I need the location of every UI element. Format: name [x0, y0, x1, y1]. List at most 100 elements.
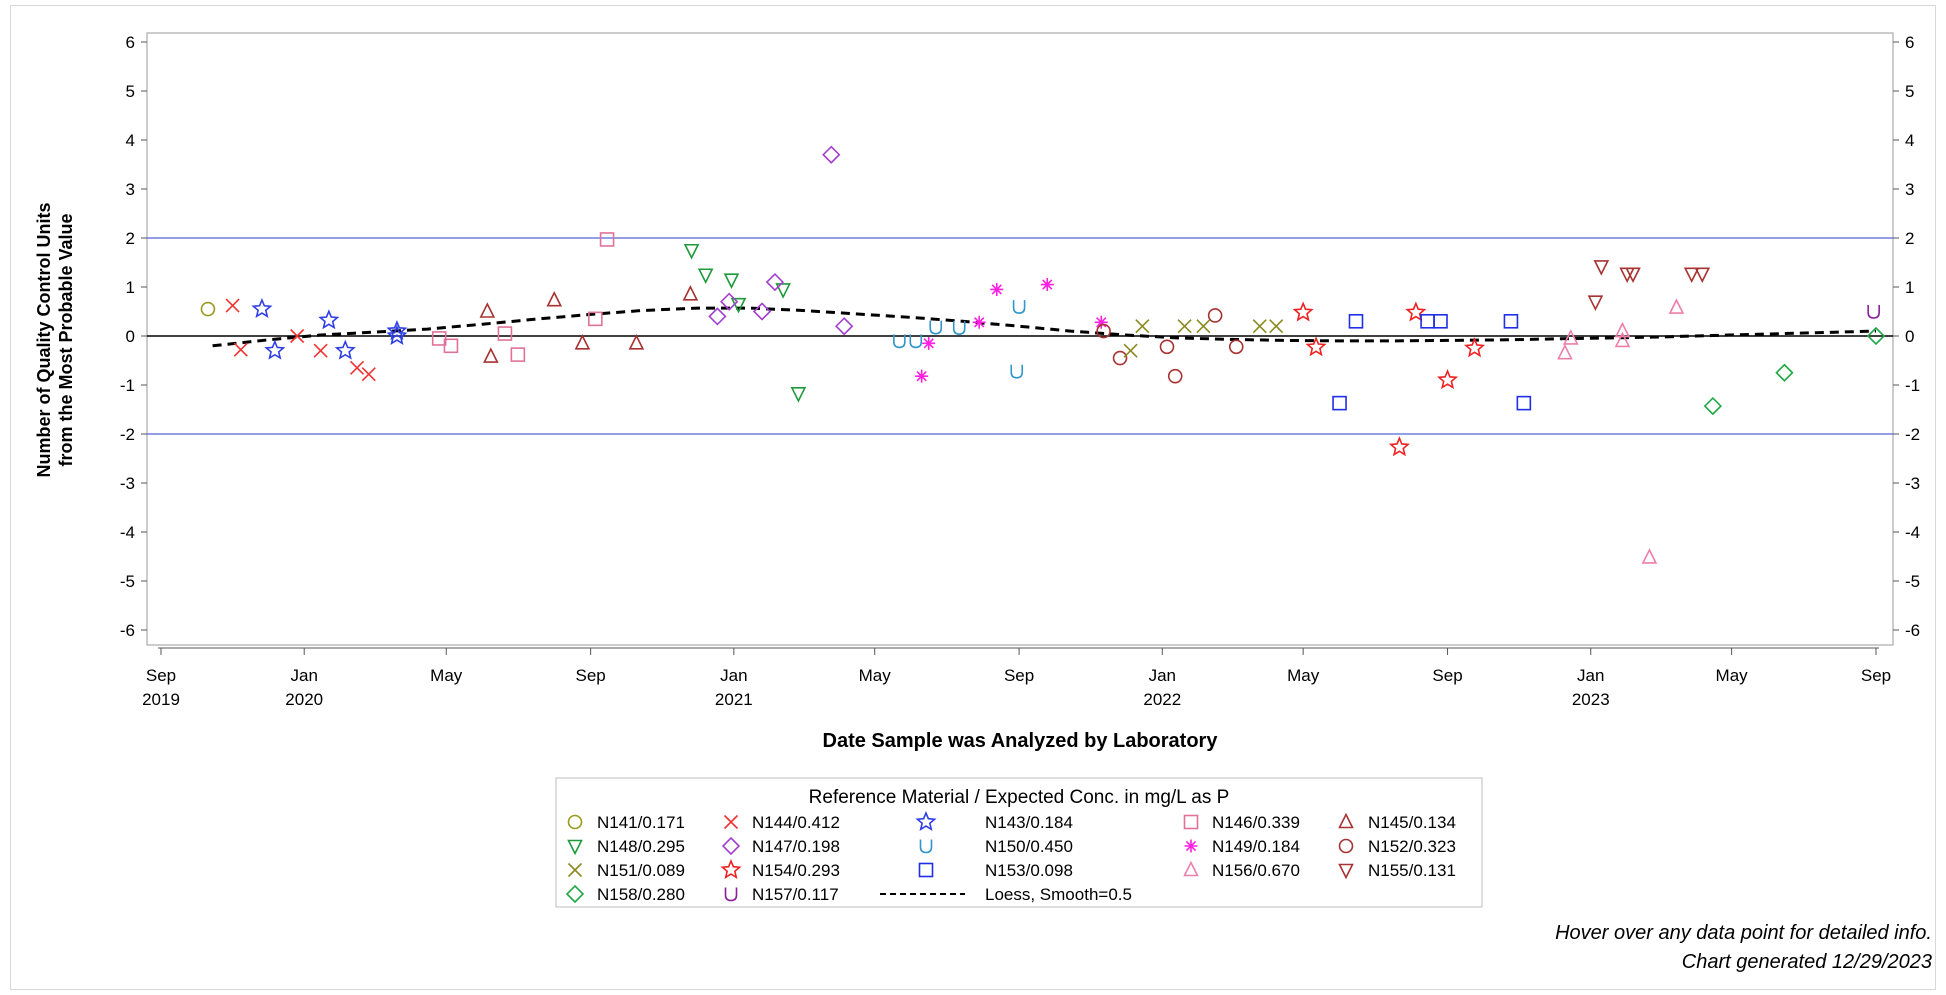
data-point-N144	[233, 342, 248, 357]
y-tick-label-left: 2	[126, 229, 135, 248]
data-point-N147	[708, 307, 727, 326]
legend-marker-N148	[567, 839, 583, 856]
data-point-N151	[1135, 319, 1150, 334]
data-point-N150	[1012, 300, 1026, 314]
data-point-N156	[1641, 548, 1658, 564]
series-N154	[1292, 301, 1486, 457]
data-point-N146	[497, 326, 513, 341]
data-point-N154	[1388, 436, 1410, 457]
x-tick-year-label: 2020	[285, 690, 323, 709]
x-tick-label: May	[1287, 666, 1320, 685]
legend-label-N145: N145/0.134	[1368, 813, 1456, 832]
data-point-N157	[1867, 305, 1880, 319]
series-N150	[893, 300, 1026, 379]
y-tick-label-left: 0	[126, 327, 135, 346]
loess-curve	[212, 306, 1877, 348]
data-point-N149	[1094, 315, 1108, 329]
data-point-N153	[1420, 313, 1435, 329]
data-point-N145	[546, 290, 563, 307]
data-point-N144	[361, 367, 376, 382]
data-point-N154	[1436, 369, 1459, 390]
data-point-N141	[200, 301, 216, 317]
series-N153	[1332, 313, 1532, 411]
data-point-N148	[790, 387, 807, 403]
data-point-N149	[1040, 278, 1054, 292]
data-point-N151	[1196, 319, 1211, 334]
series-N157	[1867, 305, 1880, 319]
legend-marker-N153	[918, 862, 934, 878]
data-point-N154	[1463, 337, 1486, 358]
data-point-N143	[386, 324, 408, 345]
data-point-N143	[264, 339, 286, 360]
data-point-N153	[1503, 313, 1519, 329]
x-tick-label: Jan	[720, 666, 747, 685]
legend-marker-N154	[720, 858, 742, 879]
data-point-N149	[972, 315, 986, 329]
legend-label-N144: N144/0.412	[752, 813, 840, 832]
legend-label-N143: N143/0.184	[985, 813, 1073, 832]
x-tick-label: Sep	[576, 666, 606, 685]
legend-label-N152: N152/0.323	[1368, 837, 1456, 856]
data-point-N150	[1010, 364, 1024, 379]
data-point-N145	[574, 334, 591, 350]
legend-label-N154: N154/0.293	[752, 861, 840, 880]
legend-marker-N152	[1338, 838, 1354, 854]
legend-marker-N145	[1338, 812, 1354, 829]
legend-marker-N146	[1183, 814, 1199, 830]
data-point-N155	[1694, 267, 1711, 284]
y-tick-label-left: 3	[126, 180, 135, 199]
data-point-N156	[1668, 298, 1685, 314]
x-tick-label: Jan	[1577, 666, 1604, 685]
data-point-N158	[1775, 363, 1794, 382]
legend-label-N148: N148/0.295	[597, 837, 685, 856]
data-point-N151	[1252, 319, 1267, 334]
data-point-N152	[1159, 339, 1175, 355]
y-tick-label-left: -4	[120, 523, 135, 542]
data-point-N147	[720, 292, 739, 311]
legend-marker-N157	[724, 887, 738, 902]
generated-note: Chart generated 12/29/2023	[1681, 951, 1932, 973]
legend-marker-N156	[1183, 860, 1199, 877]
y-tick-label-left: 4	[126, 131, 135, 150]
legend-box	[555, 777, 1483, 908]
y-axis-title-line1: Number of Quality Control Units	[34, 202, 54, 477]
x-tick-year-label: 2023	[1572, 690, 1610, 709]
data-point-N155	[1587, 295, 1604, 311]
data-point-N146	[443, 338, 459, 354]
data-point-N153	[1348, 313, 1364, 329]
data-point-N158	[1866, 326, 1886, 346]
y-tick-label-left: -3	[120, 474, 135, 493]
legend-marker-N155	[1338, 863, 1354, 880]
y-tick-label-left: -6	[120, 621, 135, 640]
y-tick-label-right: -6	[1905, 621, 1920, 640]
data-point-N151	[1269, 319, 1284, 334]
data-point-N149	[922, 336, 936, 350]
legend-title: Reference Material / Expected Conc. in m…	[809, 787, 1230, 808]
legend-marker-N147	[721, 836, 741, 856]
data-point-N144	[349, 360, 365, 375]
data-point-N158	[1703, 396, 1722, 416]
y-tick-label-left: -2	[120, 425, 135, 444]
y-tick-label-left: -1	[120, 376, 135, 395]
data-point-N146	[588, 311, 603, 327]
data-point-N148	[697, 268, 714, 285]
y-axis-title-line2: from the Most Probable Value	[56, 213, 76, 466]
data-point-N152	[1112, 350, 1128, 366]
legend-marker-N143	[915, 810, 937, 831]
data-point-N153	[1433, 313, 1448, 329]
legend-label-N157: N157/0.117	[752, 885, 839, 904]
y-tick-label-left: 1	[126, 278, 135, 297]
series-N146	[431, 232, 615, 362]
legend-marker-N141	[567, 814, 583, 830]
y-tick-label-right: 5	[1905, 82, 1914, 101]
x-axis-title: Date Sample was Analyzed by Laboratory	[823, 730, 1219, 752]
data-point-N148	[723, 273, 740, 289]
data-point-N150	[893, 334, 906, 349]
data-point-N147	[835, 317, 854, 336]
series-N155	[1587, 260, 1711, 311]
x-tick-label: Sep	[1861, 666, 1891, 685]
legend-label-N149: N149/0.184	[1212, 837, 1300, 856]
data-point-N145	[628, 334, 645, 350]
series-N148	[683, 243, 807, 403]
